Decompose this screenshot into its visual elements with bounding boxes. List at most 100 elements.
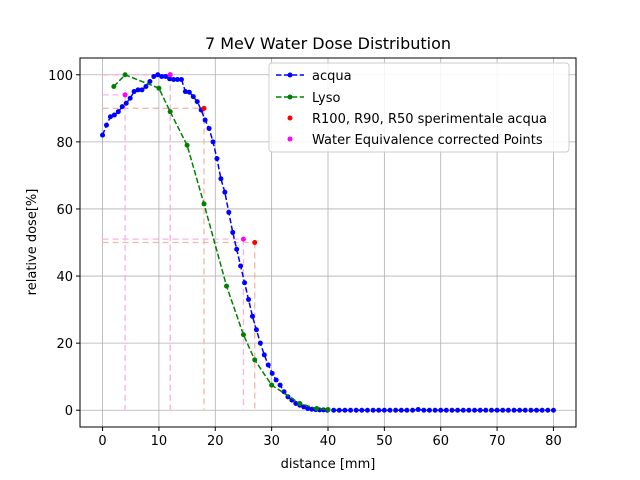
data-point-acqua-61 [348,407,354,413]
data-point-acqua-62 [353,407,359,413]
data-point-lyso-12 [325,407,331,413]
y-axis-title: relative dose[%] [25,189,40,296]
chart-title: 7 MeV Water Dose Distribution [205,34,451,53]
data-point-acqua-70 [398,407,404,413]
data-point-acqua-84 [477,407,483,413]
data-point-lyso-2 [156,85,162,91]
data-point-lyso-11 [314,406,320,412]
data-point-acqua-29 [214,156,220,162]
data-point-acqua-71 [404,407,410,413]
data-point-acqua-18 [171,76,177,82]
data-point-acqua-36 [242,280,248,286]
data-point-lyso-6 [224,283,230,289]
y-tick-label-0: 0 [65,404,73,419]
legend-marker-acqua [287,72,293,78]
data-point-acqua-83 [472,407,478,413]
data-point-acqua-89 [505,407,511,413]
x-tick-label-1: 10 [151,434,168,449]
data-point-acqua-58 [331,407,337,413]
data-point-acqua-23 [190,94,196,100]
x-tick-label-2: 20 [207,434,224,449]
data-point-acqua-75 [426,407,432,413]
legend-label-acqua: acqua [312,69,352,84]
data-point-acqua-94 [534,407,540,413]
data-point-acqua-78 [443,407,449,413]
data-point-acqua-31 [222,189,228,195]
data-point-lyso-1 [122,72,128,78]
data-point-acqua-85 [483,407,489,413]
data-point-acqua-77 [438,407,444,413]
data-point-acqua-24 [194,99,200,105]
data-point-acqua-30 [218,176,224,182]
data-point-r-points-1 [201,105,207,111]
data-point-acqua-97 [550,407,556,413]
data-point-acqua-63 [359,407,365,413]
data-point-acqua-35 [238,263,244,269]
data-point-acqua-5 [119,104,125,110]
x-tick-label-0: 0 [98,434,106,449]
data-point-acqua-52 [305,406,311,412]
data-point-acqua-42 [265,362,271,368]
y-tick-label-2: 40 [56,270,73,285]
data-point-acqua-6 [123,100,129,106]
data-point-acqua-86 [488,407,494,413]
legend: acqua Lyso R100, R90, R50 sperimentale a… [268,62,570,153]
data-point-lyso-7 [240,332,246,338]
data-point-acqua-2 [107,114,113,120]
legend-marker-r-points [287,115,293,121]
data-point-acqua-82 [466,407,472,413]
x-axis-title: distance [mm] [281,457,376,472]
data-point-acqua-3 [111,112,117,118]
data-point-acqua-8 [131,89,137,95]
data-point-acqua-88 [500,407,506,413]
data-point-acqua-68 [387,407,393,413]
data-point-acqua-87 [494,407,500,413]
data-point-acqua-0 [100,132,106,138]
data-point-acqua-90 [511,407,517,413]
data-point-lyso-8 [252,357,258,363]
data-point-acqua-49 [293,401,299,407]
data-point-acqua-38 [249,313,255,319]
legend-entry-acqua: acqua [276,69,352,84]
data-point-acqua-11 [143,84,149,90]
x-tick-label-7: 70 [489,434,506,449]
data-point-wec-points-0 [122,92,128,98]
data-point-acqua-74 [421,407,427,413]
x-axis-ticks: 0 10 20 30 40 50 60 70 80 [98,427,562,449]
data-point-acqua-45 [277,382,283,388]
data-point-acqua-17 [167,76,173,82]
data-point-acqua-16 [163,73,169,79]
data-point-acqua-93 [528,407,534,413]
legend-marker-lyso [287,94,293,100]
data-point-wec-points-1 [167,72,173,78]
data-point-lyso-4 [184,142,190,148]
data-point-acqua-95 [539,407,545,413]
data-point-acqua-37 [246,297,252,303]
data-point-acqua-14 [155,72,161,78]
data-point-acqua-26 [202,117,208,123]
data-point-acqua-9 [135,87,141,93]
y-tick-label-5: 100 [48,69,73,84]
data-point-acqua-76 [432,407,438,413]
data-point-acqua-22 [186,89,192,95]
series-layer [100,72,556,413]
x-tick-label-8: 80 [545,434,562,449]
data-point-acqua-7 [127,95,133,101]
data-point-acqua-66 [376,407,382,413]
data-point-acqua-43 [269,370,275,376]
data-point-acqua-1 [103,122,109,128]
data-point-r-points-2 [252,240,258,245]
data-point-lyso-10 [297,401,303,407]
data-point-acqua-21 [182,89,188,95]
data-point-acqua-19 [175,76,181,82]
data-point-lyso-5 [201,201,207,207]
data-point-acqua-65 [370,407,376,413]
data-point-acqua-60 [342,407,348,413]
data-point-acqua-33 [230,229,236,235]
y-axis-ticks: 0 20 40 60 80 100 [48,69,80,419]
y-tick-label-4: 80 [56,136,73,151]
data-point-lyso-9 [269,382,275,388]
data-point-acqua-81 [460,407,466,413]
legend-entry-lyso: Lyso [276,91,341,106]
data-point-acqua-91 [517,407,523,413]
